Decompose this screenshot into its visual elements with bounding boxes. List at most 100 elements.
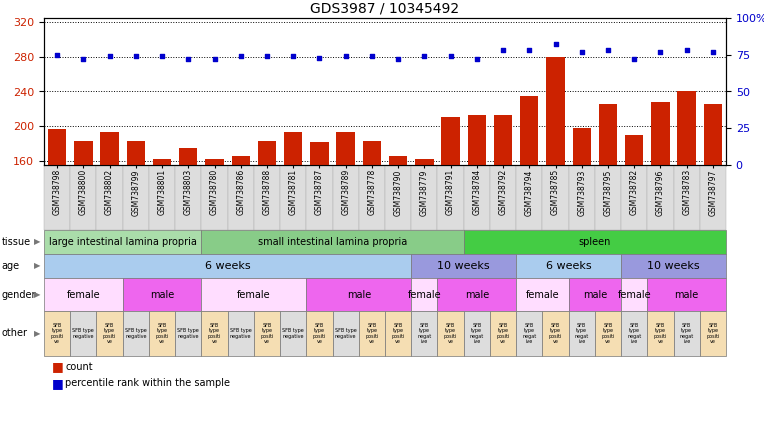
Point: [209, 56, 221, 63]
Point: [182, 56, 194, 63]
Point: [497, 47, 509, 54]
Text: SFB
type
negat
ive: SFB type negat ive: [522, 323, 536, 344]
Bar: [363, 141, 381, 165]
Bar: [100, 132, 118, 165]
Text: male: male: [675, 289, 699, 300]
Text: SFB type
negative: SFB type negative: [230, 328, 251, 339]
Point: [156, 53, 168, 60]
Bar: [310, 142, 329, 165]
Text: SFB
type
positi
ve: SFB type positi ve: [261, 323, 274, 344]
Text: female: female: [617, 289, 651, 300]
Text: gender: gender: [2, 289, 36, 300]
Text: SFB
type
positi
ve: SFB type positi ve: [497, 323, 510, 344]
Bar: [651, 102, 669, 165]
Text: SFB
type
negat
ive: SFB type negat ive: [575, 323, 589, 344]
Point: [445, 53, 457, 60]
Point: [235, 53, 247, 60]
Bar: [678, 91, 696, 165]
Bar: [520, 96, 539, 165]
Text: ▶: ▶: [34, 262, 41, 270]
Bar: [179, 148, 197, 165]
Bar: [127, 141, 145, 165]
Point: [287, 53, 299, 60]
Text: SFB
type
negat
ive: SFB type negat ive: [679, 323, 694, 344]
Text: SFB type
negative: SFB type negative: [335, 328, 357, 339]
Bar: [494, 115, 512, 165]
Point: [681, 47, 693, 54]
Text: GDS3987 / 10345492: GDS3987 / 10345492: [310, 2, 460, 16]
Text: male: male: [347, 289, 371, 300]
Text: SFB
type
positi
ve: SFB type positi ve: [50, 323, 64, 344]
Point: [103, 53, 115, 60]
Point: [418, 53, 430, 60]
Text: 6 weeks: 6 weeks: [205, 261, 251, 271]
Bar: [442, 118, 460, 165]
Point: [575, 48, 588, 56]
Text: SFB
type
positi
ve: SFB type positi ve: [103, 323, 116, 344]
Point: [261, 53, 273, 60]
Point: [707, 48, 719, 56]
Bar: [625, 135, 643, 165]
Text: 10 weeks: 10 weeks: [437, 261, 490, 271]
Text: SFB type
negative: SFB type negative: [283, 328, 304, 339]
Bar: [704, 104, 722, 165]
Point: [602, 47, 614, 54]
Text: age: age: [2, 261, 20, 271]
Text: other: other: [2, 329, 28, 338]
Text: ▶: ▶: [34, 329, 41, 338]
Text: 10 weeks: 10 weeks: [647, 261, 700, 271]
Text: SFB
type
positi
ve: SFB type positi ve: [365, 323, 379, 344]
Text: ▶: ▶: [34, 238, 41, 246]
Point: [51, 51, 63, 58]
Point: [549, 41, 562, 48]
Text: female: female: [407, 289, 441, 300]
Bar: [206, 159, 224, 165]
Text: SFB
type
positi
ve: SFB type positi ve: [391, 323, 405, 344]
Text: ■: ■: [52, 360, 63, 373]
Bar: [336, 132, 354, 165]
Text: SFB
type
negat
ive: SFB type negat ive: [627, 323, 641, 344]
Point: [339, 53, 351, 60]
Text: male: male: [150, 289, 174, 300]
Bar: [74, 141, 92, 165]
Text: spleen: spleen: [578, 237, 611, 247]
Text: percentile rank within the sample: percentile rank within the sample: [66, 378, 231, 388]
Text: SFB
type
positi
ve: SFB type positi ve: [208, 323, 222, 344]
Text: SFB
type
positi
ve: SFB type positi ve: [444, 323, 458, 344]
Text: male: male: [583, 289, 607, 300]
Text: SFB
type
positi
ve: SFB type positi ve: [312, 323, 326, 344]
Text: female: female: [237, 289, 270, 300]
Bar: [284, 132, 303, 165]
Bar: [415, 159, 433, 165]
Text: 6 weeks: 6 weeks: [545, 261, 591, 271]
Text: SFB type
negative: SFB type negative: [177, 328, 199, 339]
Text: ■: ■: [52, 377, 63, 390]
Bar: [153, 159, 171, 165]
Bar: [257, 141, 276, 165]
Bar: [389, 156, 407, 165]
Text: SFB
type
positi
ve: SFB type positi ve: [706, 323, 720, 344]
Text: SFB
type
positi
ve: SFB type positi ve: [601, 323, 615, 344]
Bar: [599, 104, 617, 165]
Text: SFB
type
positi
ve: SFB type positi ve: [549, 323, 562, 344]
Point: [77, 56, 89, 63]
Point: [523, 47, 536, 54]
Text: SFB
type
positi
ve: SFB type positi ve: [654, 323, 667, 344]
Text: large intestinal lamina propria: large intestinal lamina propria: [49, 237, 196, 247]
Bar: [468, 115, 486, 165]
Bar: [546, 57, 565, 165]
Text: SFB
type
negat
ive: SFB type negat ive: [417, 323, 432, 344]
Text: SFB
type
negat
ive: SFB type negat ive: [470, 323, 484, 344]
Bar: [48, 129, 66, 165]
Bar: [231, 156, 250, 165]
Text: SFB type
negative: SFB type negative: [73, 328, 94, 339]
Text: tissue: tissue: [2, 237, 31, 247]
Point: [471, 56, 483, 63]
Text: small intestinal lamina propria: small intestinal lamina propria: [258, 237, 407, 247]
Bar: [572, 128, 591, 165]
Text: male: male: [465, 289, 489, 300]
Point: [366, 53, 378, 60]
Point: [313, 54, 325, 61]
Text: ▶: ▶: [34, 290, 41, 299]
Point: [392, 56, 404, 63]
